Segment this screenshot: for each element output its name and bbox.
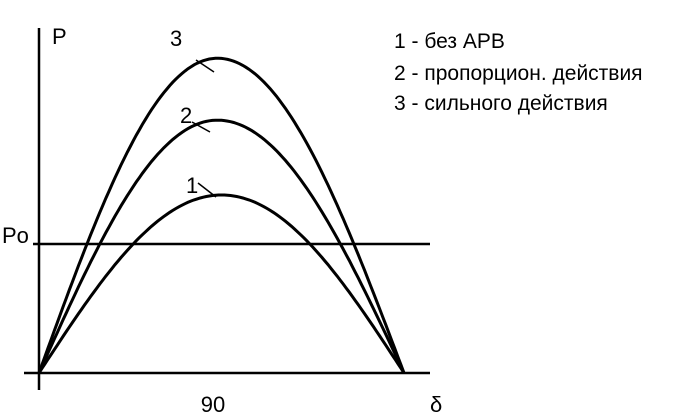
legend-entry-2: 2 - пропорцион. действия [394, 62, 643, 85]
legend-entry-1: 1 - без АРВ [394, 30, 505, 53]
series-line-1 [37, 193, 406, 374]
y-axis-label: P [52, 24, 67, 49]
series-label-1: 1 [186, 173, 198, 198]
curve-2-marker [191, 121, 211, 133]
legend-entry-3: 3 - сильного действия [394, 92, 608, 115]
curve-3-marker [195, 59, 215, 73]
series-label-2: 2 [180, 103, 192, 128]
reference-line-label: Po [2, 223, 29, 248]
series-label-3: 3 [170, 26, 182, 51]
x-axis-label: δ [430, 392, 442, 417]
series-line-3 [37, 56, 406, 374]
curve-1-marker [197, 182, 217, 198]
x-tick-label-90: 90 [201, 392, 225, 417]
series-line-2 [37, 118, 406, 374]
